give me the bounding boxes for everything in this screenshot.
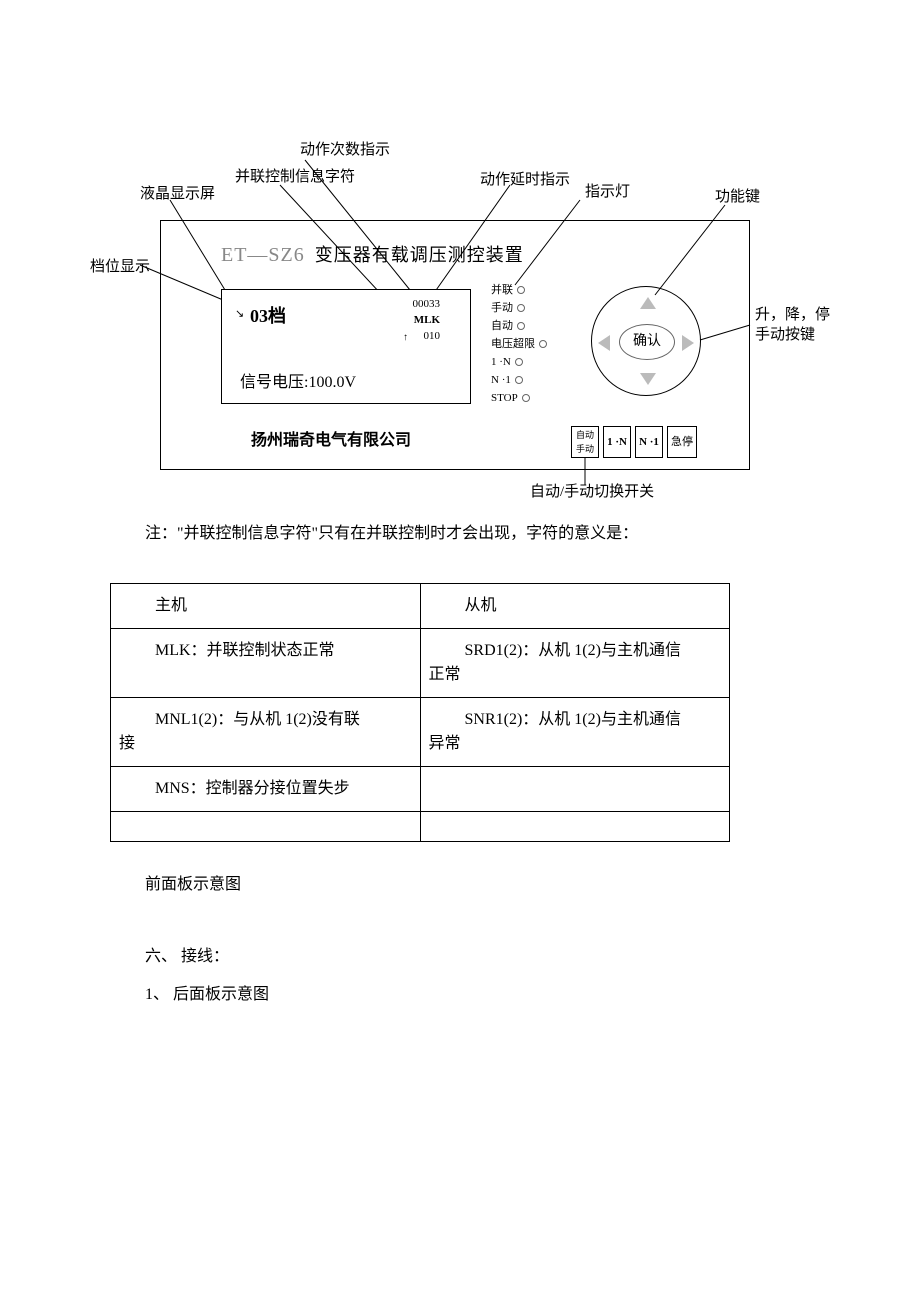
cell-mlk: MLK：并联控制状态正常 [111,629,421,698]
note-text: 注："并联控制信息字符"只有在并联控制时才会出现，字符的意义是： [145,520,810,548]
left-arrow-icon[interactable] [598,335,610,351]
device-panel: ET—SZ6 变压器有载调压测控装置 ↘ 03档 00033 MLK ↑ 010… [160,220,750,470]
callout-switch: 自动/手动切换开关 [530,480,654,501]
cell-empty [420,812,730,842]
callout-gear: 档位显示 [90,255,150,276]
callout-delay: 动作延时指示 [480,168,570,189]
right-arrow-icon[interactable] [682,335,694,351]
led-stop: STOP [491,389,547,407]
led-auto: 自动 [491,317,547,335]
up-arrow-icon[interactable] [640,297,656,309]
cell-mnl: MNL1(2)：与从机 1(2)没有联接 [111,698,421,767]
dpad: 确认 [591,286,701,396]
lcd-delay: 010 [424,330,441,342]
cell-empty [420,767,730,812]
lcd-delay-prefix: ↑ [403,332,408,343]
table-row: 主机 从机 [111,584,730,629]
table-row: MNL1(2)：与从机 1(2)没有联接 SNR1(2)：从机 1(2)与主机通… [111,698,730,767]
btn-1n[interactable]: 1 ·N [603,426,631,458]
callout-func-keys: 功能键 [715,185,760,206]
cell-empty [111,812,421,842]
bottom-button-row: 自动 手动 1 ·N N ·1 急停 [571,426,697,458]
cell-srd: SRD1(2)：从机 1(2)与主机通信正常 [420,629,730,698]
lcd-mlk: MLK [414,314,440,326]
callout-lcd: 液晶显示屏 [140,182,215,203]
led-parallel: 并联 [491,281,547,299]
device-title: ET—SZ6 变压器有载调压测控装置 [221,241,524,267]
company-name: 扬州瑞奇电气有限公司 [251,426,411,450]
led-1n: 1 ·N [491,353,547,371]
lcd-arrow-mark: ↘ [235,307,244,320]
info-character-table: 主机 从机 MLK：并联控制状态正常 SRD1(2)：从机 1(2)与主机通信正… [110,583,730,842]
figure-caption: 前面板示意图 [145,870,810,894]
lcd-counter: 00033 [413,298,441,310]
section-6-heading: 六、 接线： [145,942,810,966]
callout-manual-1: 升，降，停 [755,303,830,324]
led-manual: 手动 [491,299,547,317]
front-panel-diagram: 动作次数指示 并联控制信息字符 液晶显示屏 动作延时指示 指示灯 功能键 档位显… [110,130,810,500]
callout-led: 指示灯 [585,180,630,201]
auto-manual-switch[interactable]: 自动 手动 [571,426,599,458]
confirm-button[interactable]: 确认 [619,324,675,360]
table-row: MLK：并联控制状态正常 SRD1(2)：从机 1(2)与主机通信正常 [111,629,730,698]
table-row [111,812,730,842]
callout-manual-2: 手动按键 [755,323,815,344]
section-6-1: 1、 后面板示意图 [145,980,810,1004]
btn-n1[interactable]: N ·1 [635,426,663,458]
emergency-stop-button[interactable]: 急停 [667,426,697,458]
lcd-voltage: 信号电压:100.0V [240,368,356,392]
led-overvolt: 电压超限 [491,335,547,353]
led-n1: N ·1 [491,371,547,389]
callout-operation-count: 动作次数指示 [300,138,390,159]
cell-mns: MNS：控制器分接位置失步 [111,767,421,812]
indicator-leds: 并联 手动 自动 电压超限 1 ·N N ·1 STOP [491,281,547,407]
table-header-slave: 从机 [420,584,730,629]
cell-snr: SNR1(2)：从机 1(2)与主机通信异常 [420,698,730,767]
table-row: MNS：控制器分接位置失步 [111,767,730,812]
lcd-gear: 03档 [250,302,286,328]
table-header-host: 主机 [111,584,421,629]
callout-parallel-info: 并联控制信息字符 [235,165,355,186]
device-model: ET—SZ6 [221,244,305,266]
down-arrow-icon[interactable] [640,373,656,385]
lcd-screen: ↘ 03档 00033 MLK ↑ 010 信号电压:100.0V [221,289,471,404]
device-name-cn: 变压器有载调压测控装置 [315,245,524,265]
